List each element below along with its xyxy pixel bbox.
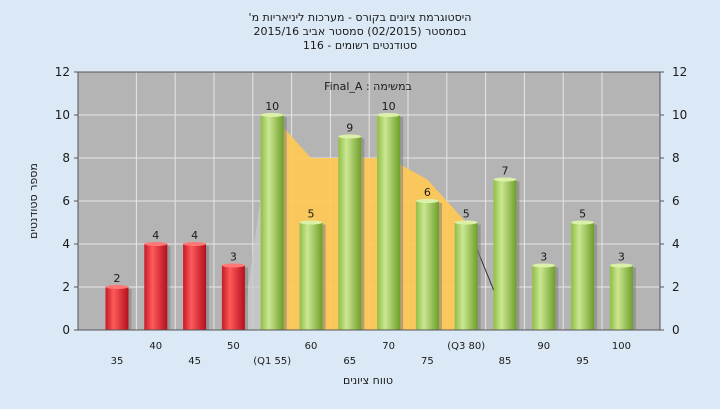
bar-cap (105, 285, 129, 289)
bar-value-label: 3 (230, 251, 237, 264)
bar-40 (144, 242, 171, 330)
bar-value-label: 5 (463, 208, 470, 221)
bar-95 (571, 220, 598, 330)
bar (221, 265, 245, 330)
y-tick-label: 2 (62, 280, 70, 294)
bar-cap (415, 199, 439, 203)
x-tick-label: 95 (576, 356, 589, 367)
x-axis-ticks: 35 40 45 50 (Q1 55) 60 65 70 75 (Q3 80) 85 90 95 100 (111, 341, 631, 367)
bar-value-label: 5 (308, 208, 315, 221)
bar-35 (105, 285, 132, 330)
bar (571, 222, 595, 330)
x-tick-label: 35 (111, 356, 124, 367)
bar (454, 222, 478, 330)
bar-value-label: 4 (191, 229, 198, 242)
x-tick-label: (Q1 55) (253, 356, 291, 367)
x-tick-label: 70 (382, 341, 395, 352)
x-tick-label: 90 (537, 341, 550, 352)
bar-60 (299, 220, 326, 330)
y-tick-label: 12 (55, 65, 70, 79)
bar (144, 244, 168, 330)
bar (260, 115, 284, 330)
x-axis-title: טווח ציונים (343, 374, 393, 387)
y-axis-left-ticks: 0 2 4 6 8 10 12 (55, 65, 78, 337)
y-tick-label: 4 (62, 237, 70, 251)
bar-value-label: 4 (152, 229, 159, 242)
y-tick-label: 0 (62, 323, 70, 337)
x-tick-label: 100 (612, 341, 631, 352)
bar-cap (609, 263, 633, 268)
bar-value-label: 10 (382, 100, 396, 113)
chart-title-line1: היסטוגרמת ציונים בקורס - מערכות ליניאריו… (249, 11, 472, 24)
bar-70 (377, 113, 404, 330)
y-tick-label: 8 (62, 151, 70, 165)
bar-value-label: 5 (579, 208, 586, 221)
y-tick-label: 4 (672, 237, 680, 251)
inner-task-label: במשימה : Final_A (324, 80, 412, 93)
bar-85 (493, 177, 520, 330)
bar-cap (571, 220, 595, 225)
y-axis-title: מספר סטודנטים (27, 163, 40, 239)
bar (415, 201, 439, 330)
y-tick-label: 6 (672, 194, 680, 208)
bar-cap (183, 242, 207, 246)
x-tick-label: (Q3 80) (447, 341, 485, 352)
bar-value-label: 7 (502, 165, 509, 178)
chart-title-line3: סטודנטים רשומים - 116 (303, 39, 417, 52)
x-tick-label: 50 (227, 341, 240, 352)
bar-45 (183, 242, 210, 330)
bar (338, 136, 362, 330)
bar-65 (338, 134, 365, 330)
x-tick-label: 60 (305, 341, 318, 352)
bar (532, 265, 556, 330)
bar-value-label: 2 (114, 272, 121, 285)
bar (377, 115, 401, 330)
bar-(Q1 55) (260, 113, 287, 330)
chart-title-line2: בסמסטר (02/2015) סמסטר אביב 2015/16 (253, 25, 466, 38)
x-tick-label: 45 (188, 356, 201, 367)
bar-value-label: 10 (265, 100, 279, 113)
y-tick-label: 2 (672, 280, 680, 294)
bar-cap (454, 220, 478, 225)
bar (105, 287, 129, 330)
bar-cap (144, 242, 168, 246)
x-tick-label: 40 (149, 341, 162, 352)
y-tick-label: 6 (62, 194, 70, 208)
bar-75 (415, 199, 442, 330)
x-tick-label: 85 (499, 356, 512, 367)
bar-cap (377, 113, 401, 117)
y-tick-label: 8 (672, 151, 680, 165)
y-tick-label: 12 (672, 65, 687, 79)
bar-value-label: 3 (618, 251, 625, 264)
bar-cap (493, 177, 517, 182)
bars-layer (105, 113, 636, 330)
bar-100 (609, 263, 636, 330)
y-axis-right-ticks: 0 2 4 6 8 10 12 (660, 65, 687, 337)
bar-cap (338, 134, 362, 139)
bar-cap (532, 263, 556, 268)
y-tick-label: 0 (672, 323, 680, 337)
bar-50 (221, 263, 248, 330)
bar (609, 265, 633, 330)
bar-cap (260, 113, 284, 117)
bar-value-label: 9 (346, 122, 353, 135)
bar (299, 222, 323, 330)
y-tick-label: 10 (55, 108, 70, 122)
y-tick-label: 10 (672, 108, 687, 122)
x-tick-label: 75 (421, 356, 434, 367)
bar-cap (299, 220, 323, 225)
bar (183, 244, 207, 330)
bar-value-label: 6 (424, 186, 431, 199)
bar-90 (532, 263, 559, 330)
x-tick-label: 65 (343, 356, 356, 367)
bar-value-label: 3 (540, 251, 547, 264)
bar-(Q3 80) (454, 220, 481, 330)
bar (493, 179, 517, 330)
bar-cap (221, 263, 245, 268)
bar-value-labels: 2 4 4 3 10 5 9 10 6 5 7 3 5 3 (114, 100, 625, 285)
